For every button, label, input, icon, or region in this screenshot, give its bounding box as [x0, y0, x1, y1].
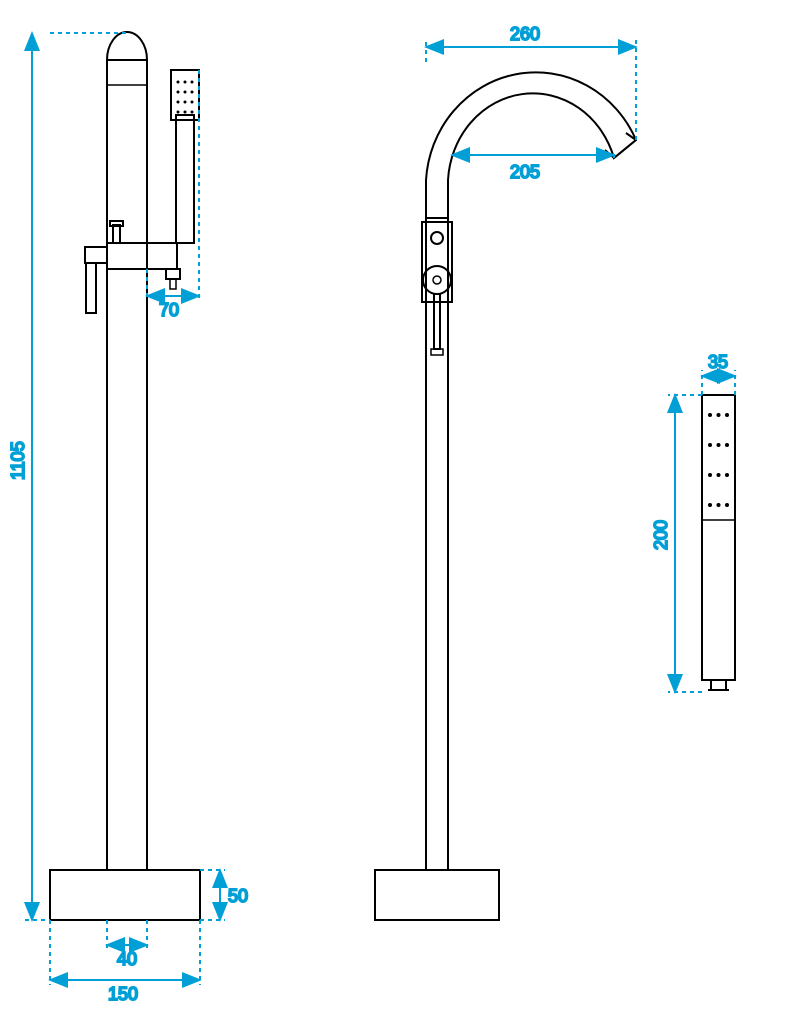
dim-spout-reach: 205 — [510, 162, 540, 182]
dim-handset-length: 200 — [651, 520, 671, 550]
dim-spout-overall: 260 — [510, 24, 540, 44]
dim-handset-width: 35 — [708, 352, 728, 372]
dim-total-height: 1105 — [8, 441, 28, 480]
side-view — [375, 72, 636, 920]
technical-drawing: 1105 70 50 40 150 — [0, 0, 788, 1020]
dim-column-width: 40 — [117, 949, 137, 969]
front-dimensions: 1105 70 50 40 150 — [8, 33, 248, 1004]
handset-detail — [702, 395, 735, 690]
dim-base-width: 150 — [108, 984, 138, 1004]
side-dimensions: 260 205 — [426, 24, 636, 182]
dim-holder-offset: 70 — [159, 300, 179, 320]
handset-dimensions: 35 200 — [651, 352, 735, 692]
front-view — [50, 32, 200, 920]
dim-base-height: 50 — [228, 886, 248, 906]
